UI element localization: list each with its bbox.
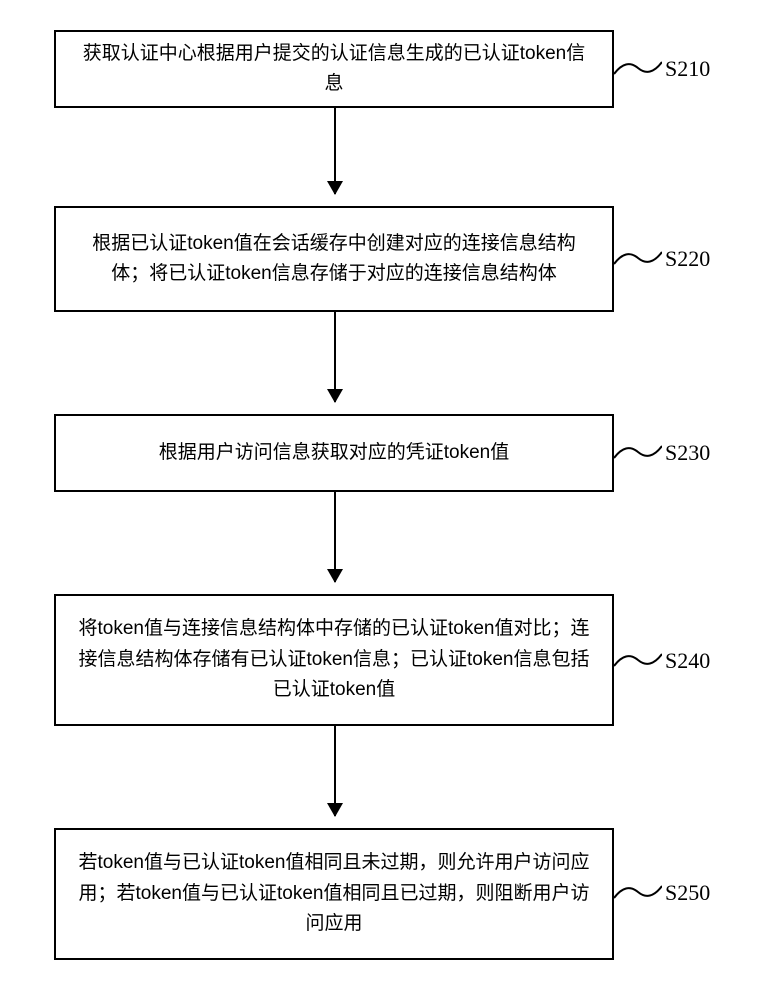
flowchart-container: 获取认证中心根据用户提交的认证信息生成的已认证token信息 S210 根据已认证t… — [0, 0, 772, 1000]
flow-node-text: 将token值与连接信息结构体中存储的已认证token值对比；连接信息结构体存储… — [76, 614, 592, 705]
step-label-4: S240 — [665, 648, 710, 674]
wave-connector-3 — [614, 438, 662, 466]
step-label-2: S220 — [665, 246, 710, 272]
flow-node-1: 获取认证中心根据用户提交的认证信息生成的已认证token信息 — [54, 30, 614, 108]
step-label-1: S210 — [665, 56, 710, 82]
arrow-1 — [334, 108, 336, 194]
flow-node-text: 获取认证中心根据用户提交的认证信息生成的已认证token信息 — [76, 39, 592, 100]
step-label-3: S230 — [665, 440, 710, 466]
arrow-4 — [334, 726, 336, 816]
arrow-2 — [334, 312, 336, 402]
flow-node-text: 根据已认证token值在会话缓存中创建对应的连接信息结构体；将已认证token信… — [76, 229, 592, 290]
flow-node-5: 若token值与已认证token值相同且未过期，则允许用户访问应用；若token… — [54, 828, 614, 960]
wave-connector-4 — [614, 646, 662, 674]
arrow-3 — [334, 492, 336, 582]
wave-connector-2 — [614, 244, 662, 272]
wave-connector-1 — [614, 54, 662, 82]
flow-node-text: 根据用户访问信息获取对应的凭证token值 — [159, 438, 509, 468]
step-label-5: S250 — [665, 880, 710, 906]
flow-node-3: 根据用户访问信息获取对应的凭证token值 — [54, 414, 614, 492]
flow-node-4: 将token值与连接信息结构体中存储的已认证token值对比；连接信息结构体存储… — [54, 594, 614, 726]
wave-connector-5 — [614, 878, 662, 906]
flow-node-2: 根据已认证token值在会话缓存中创建对应的连接信息结构体；将已认证token信… — [54, 206, 614, 312]
flow-node-text: 若token值与已认证token值相同且未过期，则允许用户访问应用；若token… — [76, 848, 592, 939]
